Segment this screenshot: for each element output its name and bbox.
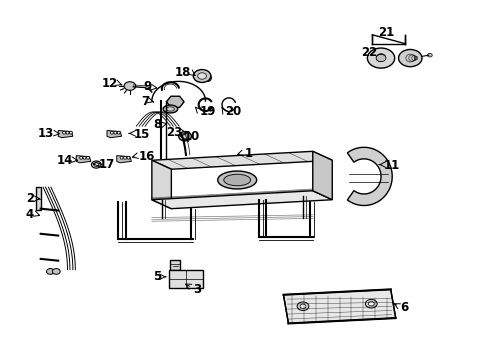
Ellipse shape — [86, 156, 89, 159]
Circle shape — [197, 73, 206, 79]
Circle shape — [365, 300, 376, 308]
Circle shape — [367, 302, 373, 306]
Text: 12: 12 — [102, 77, 118, 90]
Ellipse shape — [66, 131, 69, 134]
Text: 23: 23 — [165, 126, 182, 139]
Text: 1: 1 — [244, 147, 252, 159]
Polygon shape — [166, 96, 183, 107]
Bar — [168, 270, 203, 288]
Text: 18: 18 — [174, 66, 190, 79]
Ellipse shape — [110, 131, 113, 134]
Text: 19: 19 — [199, 105, 216, 118]
Polygon shape — [107, 131, 122, 138]
Polygon shape — [152, 160, 171, 209]
Text: 15: 15 — [133, 127, 149, 141]
Ellipse shape — [62, 131, 65, 134]
Ellipse shape — [80, 156, 82, 159]
Circle shape — [124, 82, 136, 90]
Circle shape — [91, 161, 101, 168]
Circle shape — [375, 54, 385, 62]
Text: 20: 20 — [224, 105, 241, 118]
Ellipse shape — [217, 171, 256, 189]
Circle shape — [46, 269, 54, 274]
Text: 17: 17 — [98, 158, 114, 171]
Ellipse shape — [123, 156, 126, 159]
Text: 3: 3 — [193, 283, 201, 296]
Polygon shape — [152, 151, 331, 169]
Text: 11: 11 — [383, 159, 399, 172]
Ellipse shape — [166, 107, 174, 111]
Text: 5: 5 — [153, 270, 161, 283]
Circle shape — [52, 269, 60, 274]
Circle shape — [94, 163, 99, 166]
Polygon shape — [312, 151, 331, 200]
Text: 21: 21 — [377, 27, 393, 40]
Text: 4: 4 — [25, 208, 34, 221]
Polygon shape — [346, 147, 391, 206]
Circle shape — [427, 53, 431, 57]
Circle shape — [300, 304, 305, 309]
Text: 16: 16 — [138, 150, 154, 163]
Polygon shape — [283, 289, 395, 323]
Polygon shape — [76, 156, 91, 163]
Text: 22: 22 — [360, 46, 376, 59]
Polygon shape — [152, 191, 331, 209]
Polygon shape — [58, 131, 73, 138]
Ellipse shape — [69, 131, 72, 134]
Ellipse shape — [114, 131, 117, 134]
Circle shape — [193, 69, 210, 82]
Circle shape — [297, 302, 308, 311]
Text: 9: 9 — [143, 80, 152, 93]
Text: 2: 2 — [26, 192, 34, 205]
Ellipse shape — [83, 156, 86, 159]
Text: 8: 8 — [153, 118, 161, 131]
Bar — [170, 260, 180, 270]
Text: 10: 10 — [183, 130, 200, 144]
Text: 14: 14 — [57, 154, 73, 167]
Circle shape — [366, 48, 394, 68]
Polygon shape — [117, 156, 131, 163]
Text: 7: 7 — [141, 95, 149, 108]
Text: 6: 6 — [400, 301, 408, 314]
Bar — [36, 187, 41, 211]
Ellipse shape — [163, 105, 177, 113]
Ellipse shape — [224, 174, 250, 186]
Ellipse shape — [127, 156, 130, 159]
Ellipse shape — [117, 131, 120, 134]
Circle shape — [178, 132, 191, 141]
Ellipse shape — [120, 156, 123, 159]
Text: 13: 13 — [38, 127, 54, 140]
Circle shape — [398, 49, 421, 67]
